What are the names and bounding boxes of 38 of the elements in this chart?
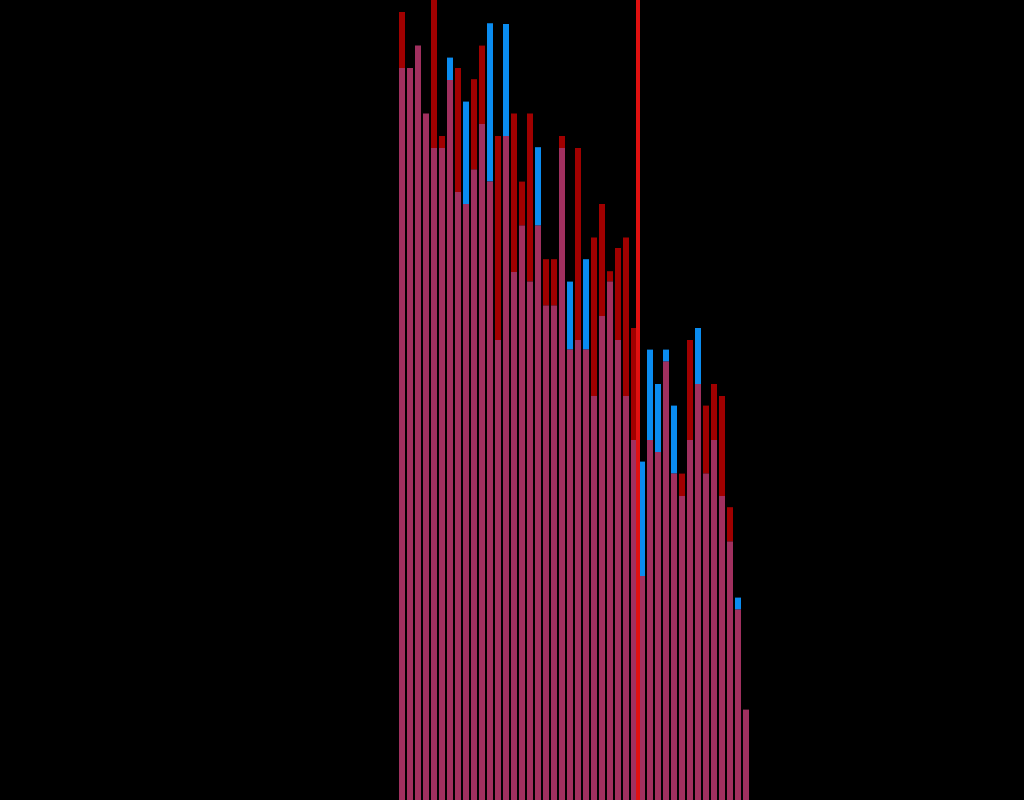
bar (663, 349, 669, 362)
bar (687, 340, 693, 440)
bar (487, 23, 493, 182)
bar (399, 12, 405, 68)
bar (583, 259, 589, 350)
bar (511, 113, 517, 272)
bar (663, 361, 669, 800)
bar (447, 80, 453, 800)
bar (559, 148, 565, 800)
bar (431, 0, 437, 148)
bar (551, 259, 557, 306)
bar (695, 328, 701, 384)
bar (535, 147, 541, 226)
bar (647, 440, 653, 800)
bar (479, 124, 485, 800)
bar (495, 136, 501, 340)
bar (607, 281, 613, 800)
bar (567, 281, 573, 350)
bar (527, 113, 533, 282)
bar (735, 597, 741, 610)
bar (671, 405, 677, 474)
bar (575, 340, 581, 800)
bar (447, 57, 453, 80)
bar (711, 440, 717, 800)
bar (503, 24, 509, 136)
bar (415, 45, 421, 800)
bar (543, 259, 549, 306)
bar (695, 384, 701, 800)
bar (679, 473, 685, 496)
bar (463, 101, 469, 204)
bar (399, 68, 405, 800)
bar (575, 148, 581, 340)
bar (559, 136, 565, 148)
bar (535, 225, 541, 800)
bar (727, 507, 733, 542)
bar (519, 225, 525, 800)
bar (503, 136, 509, 800)
bar (455, 68, 461, 192)
